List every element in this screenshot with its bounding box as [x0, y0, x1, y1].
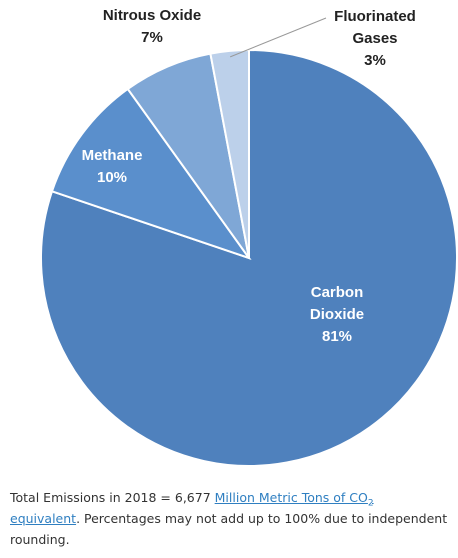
units-link-text: Million Metric Tons of CO	[214, 490, 368, 505]
slice-methane	[50, 87, 252, 260]
emissions-pie-chart: Carbon Dioxide 81% Methane 10% Nitrous Oxide 7…	[40, 7, 458, 467]
chart-caption: Total Emissions in 2018 = 6,677 Million …	[10, 487, 450, 550]
units-link[interactable]: Million Metric Tons of CO2 equivalent	[10, 490, 374, 526]
slice-fluorinated-gases	[209, 48, 250, 259]
label-nitrous-oxide: Nitrous Oxide 7%	[103, 7, 201, 46]
leader-line-fluorinated-gases	[229, 17, 327, 58]
label-methane: Methane 10%	[82, 147, 143, 186]
units-link-subscript: 2	[367, 498, 374, 509]
label-carbon-dioxide: Carbon Dioxide 81%	[310, 284, 364, 345]
caption-suffix: . Percentages may not add up to 100% due…	[10, 511, 448, 547]
label-fluorinated-gases: Fluorinated Gases 3%	[334, 8, 416, 69]
caption-prefix: Total Emissions in 2018 = 6,677	[10, 490, 215, 505]
units-link-text-2: equivalent	[10, 511, 77, 526]
